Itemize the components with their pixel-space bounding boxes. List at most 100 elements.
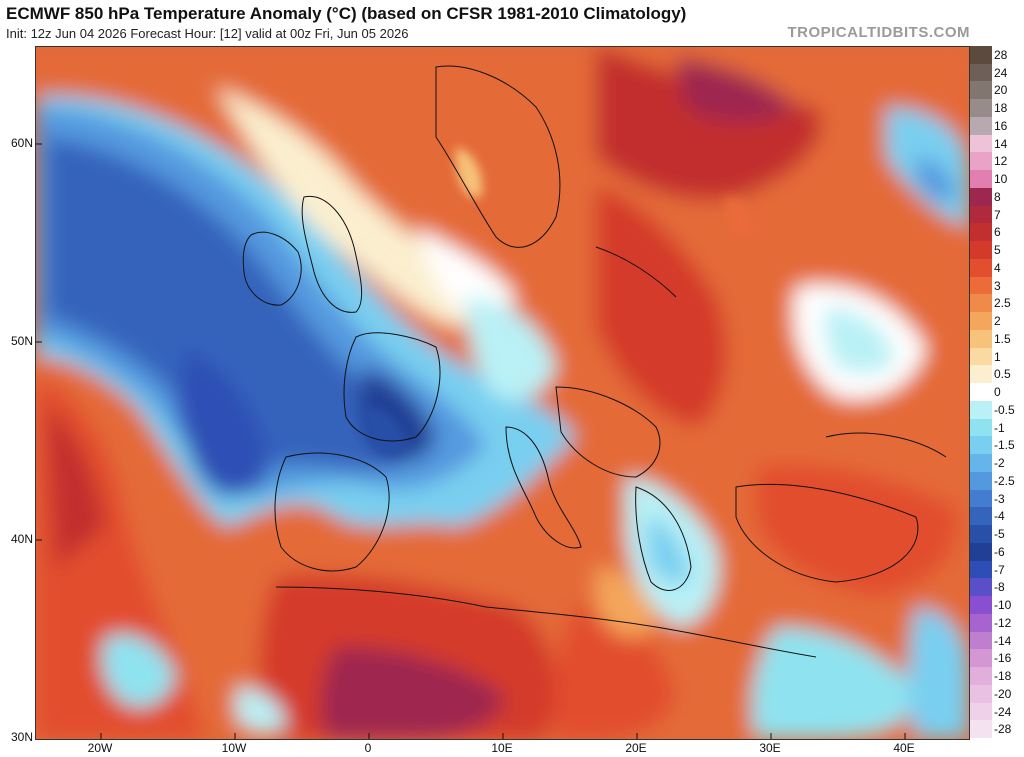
colorbar-entry: 12 (970, 152, 1024, 171)
colorbar-entry: 0 (970, 383, 1024, 401)
colorbar-label: 0 (994, 385, 1001, 400)
colorbar-swatch (970, 578, 992, 597)
colorbar-entry: -0.5 (970, 400, 1024, 419)
colorbar-label: 24 (994, 65, 1008, 80)
colorbar-swatch (970, 702, 992, 721)
colorbar-label: -3 (994, 491, 1005, 506)
map-title: ECMWF 850 hPa Temperature Anomaly (°C) (… (6, 4, 687, 23)
colorbar-label: -10 (994, 598, 1012, 613)
colorbar-swatch (970, 525, 992, 543)
colorbar-label: 16 (994, 118, 1008, 133)
colorbar-entry: 5 (970, 241, 1024, 259)
colorbar-label: 8 (994, 189, 1001, 204)
anomaly-detail (366, 147, 753, 456)
colorbar-swatch (970, 613, 992, 632)
colorbar-label: -1 (994, 420, 1005, 435)
lon-label-10w: 10W (221, 741, 247, 755)
colorbar-entry: -8 (970, 578, 1024, 597)
colorbar-swatch (970, 223, 992, 242)
colorbar-swatch (970, 507, 992, 526)
colorbar-entry: -14 (970, 631, 1024, 650)
colorbar-label: -8 (994, 580, 1005, 595)
source-watermark: TROPICALTIDBITS.COM (787, 24, 970, 41)
colorbar-label: -1.5 (994, 438, 1015, 453)
colorbar-entry: -10 (970, 596, 1024, 614)
colorbar-entry: 16 (970, 116, 1024, 135)
colorbar-label: 28 (994, 48, 1008, 62)
colorbar-swatch (970, 329, 992, 348)
colorbar-entry: -4 (970, 507, 1024, 526)
colorbar-label: 5 (994, 243, 1001, 258)
lon-label-20e: 20E (625, 741, 647, 755)
colorbar-legend: 28 24 20 18 16 14 12 10 8 7 6 5 4 3 2.5 2 1.5 1 0.5 0 -0.5 -1… (970, 46, 1024, 738)
colorbar-entry: 6 (970, 223, 1024, 242)
colorbar-swatch (970, 560, 992, 579)
colorbar-entry: 7 (970, 205, 1024, 224)
colorbar-label: 1 (994, 349, 1001, 364)
colorbar-swatch (970, 152, 992, 171)
colorbar-label: -20 (994, 686, 1012, 701)
colorbar-label: 2.5 (994, 296, 1011, 311)
anomaly-map (35, 46, 970, 740)
colorbar-swatch (970, 667, 992, 685)
colorbar-label: 0.5 (994, 367, 1011, 382)
lon-label-0: 0 (364, 741, 372, 755)
colorbar-label: 20 (994, 83, 1008, 98)
colorbar-entry: -1.5 (970, 436, 1024, 455)
colorbar-swatch (970, 99, 992, 117)
colorbar-swatch (970, 134, 992, 153)
colorbar-entry: 18 (970, 99, 1024, 117)
colorbar-entry: -18 (970, 667, 1024, 685)
colorbar-swatch (970, 489, 992, 508)
colorbar-label: 6 (994, 225, 1001, 240)
colorbar-swatch (970, 276, 992, 295)
colorbar-label: 14 (994, 136, 1008, 151)
colorbar-swatch (970, 631, 992, 650)
colorbar-entry: -2.5 (970, 471, 1024, 490)
colorbar-label: 18 (994, 101, 1008, 116)
colorbar-swatch (970, 170, 992, 188)
coastlines (242, 65, 947, 658)
colorbar-label: 1.5 (994, 331, 1011, 346)
colorbar-swatch (970, 596, 992, 614)
colorbar-entry: 1 (970, 347, 1024, 366)
colorbar-entry: 10 (970, 170, 1024, 188)
colorbar-entry: -1 (970, 418, 1024, 437)
colorbar-label: 2 (994, 314, 1001, 329)
colorbar-entry: -16 (970, 649, 1024, 668)
graticule-ticks (36, 143, 906, 739)
colorbar-swatch (970, 81, 992, 100)
colorbar-swatch (970, 720, 992, 738)
colorbar-swatch (970, 205, 992, 224)
colorbar-entry: 8 (970, 187, 1024, 206)
colorbar-label: -5 (994, 527, 1005, 542)
lat-label-40n: 40N (10, 532, 33, 546)
colorbar-label: 10 (994, 172, 1008, 187)
lon-label-20w: 20W (87, 741, 113, 755)
colorbar-swatch (970, 400, 992, 419)
lat-label-60n: 60N (10, 136, 33, 150)
colorbar-label: -7 (994, 562, 1005, 577)
colorbar-entry: 20 (970, 81, 1024, 100)
colorbar-entry: -6 (970, 542, 1024, 561)
colorbar-entry: -28 (970, 720, 1024, 738)
colorbar-entry: -5 (970, 525, 1024, 543)
colorbar-swatch (970, 436, 992, 455)
colorbar-label: -4 (994, 509, 1005, 524)
map-subtitle: Init: 12z Jun 04 2026 Forecast Hour: [12… (6, 26, 409, 41)
colorbar-entry: 24 (970, 63, 1024, 82)
lon-label-40e: 40E (893, 741, 915, 755)
colorbar-swatch (970, 418, 992, 437)
lon-label-10e: 10E (491, 741, 513, 755)
colorbar-swatch (970, 347, 992, 366)
colorbar-entry: -2 (970, 454, 1024, 472)
colorbar-label: -14 (994, 633, 1012, 648)
colorbar-swatch (970, 383, 992, 401)
colorbar-entry: -20 (970, 684, 1024, 703)
colorbar-label: 7 (994, 207, 1001, 222)
colorbar-entry: 3 (970, 276, 1024, 295)
colorbar-swatch (970, 46, 992, 64)
colorbar-label: -2.5 (994, 473, 1015, 488)
colorbar-swatch (970, 258, 992, 277)
colorbar-entry: 4 (970, 258, 1024, 277)
